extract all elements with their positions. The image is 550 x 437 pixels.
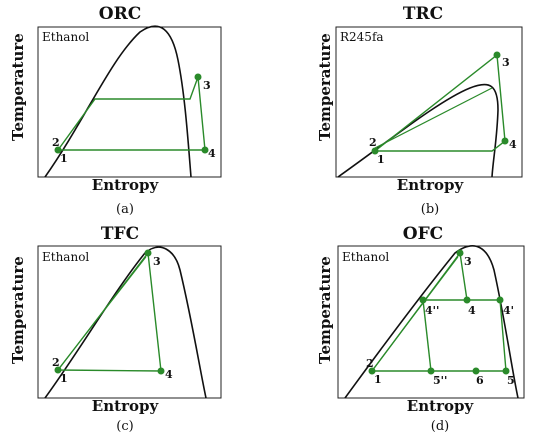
panel-title: TFC [100,224,140,244]
state-point [144,249,152,257]
state-point [472,367,480,375]
saturation-dome [344,245,519,399]
state-point [194,73,202,81]
x-axis-label: Entropy [396,176,464,194]
state-point [54,366,62,374]
state-point [463,296,471,304]
state-point [157,367,165,375]
cycle-path [371,251,507,372]
point-label: 4' [503,304,514,317]
cycle-path [374,87,493,149]
point-label: 5 [507,374,515,387]
plot-frame [37,26,222,178]
point-label: 3 [203,79,211,92]
cycle-path [59,256,147,368]
point-label: 5'' [433,374,447,387]
state-point [54,146,62,154]
caption: (c) [116,419,134,434]
saturation-dome [44,246,207,399]
cycle-path [57,76,206,151]
caption: (d) [430,419,450,434]
point-label: 1 [60,152,68,165]
fluid-label: R245fa [340,30,384,44]
caption: (b) [420,202,440,217]
state-point [371,147,379,155]
point-label: 4 [208,147,216,160]
point-label: 2 [369,136,377,149]
state-point [427,367,435,375]
panel-title: OFC [402,224,444,244]
point-label: 1 [377,153,385,166]
point-label: 4'' [425,304,439,317]
state-point [501,137,509,145]
state-point [493,51,501,59]
fluid-label: Ethanol [42,250,90,264]
point-label: 4 [468,304,476,317]
panel-title: ORC [98,4,142,24]
cycle-path [422,299,432,372]
cycle-path [373,256,459,369]
point-label: 2 [52,136,60,149]
state-point [201,146,209,154]
x-axis-label: Entropy [91,397,159,415]
fluid-label: Ethanol [342,250,390,264]
point-label: 3 [502,56,510,69]
point-label: 2 [52,356,60,369]
plot-frame [37,245,222,399]
point-label: 6 [476,374,484,387]
point-label: 1 [60,372,68,385]
x-axis-label: Entropy [406,397,474,415]
plot-frame [335,26,523,178]
point-label: 3 [153,255,161,268]
caption: (a) [116,202,134,217]
point-label: 3 [464,255,472,268]
point-label: 4 [165,368,173,381]
point-label: 4 [509,138,517,151]
state-point [496,296,504,304]
state-point [419,296,427,304]
x-axis-label: Entropy [91,176,159,194]
point-label: 1 [374,373,382,386]
state-point [456,249,464,257]
fluid-label: Ethanol [42,30,90,44]
state-point [368,367,376,375]
panel-title: TRC [402,4,444,24]
plot-frame [337,245,525,399]
point-label: 2 [366,357,374,370]
state-point [502,367,510,375]
